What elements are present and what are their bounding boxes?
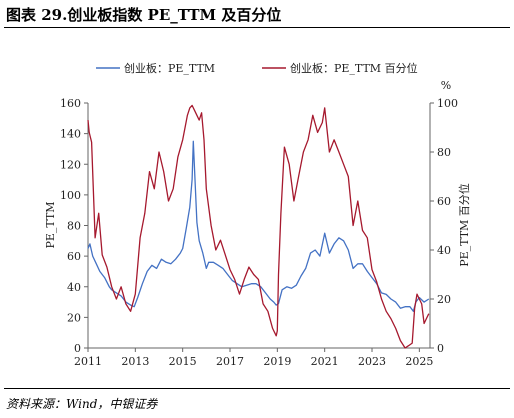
x-tick-label: 2019: [263, 355, 291, 368]
y-left-tick-label: 40: [67, 281, 81, 294]
y-left-tick-label: 160: [60, 97, 81, 110]
source-note: 资料来源：Wind，中银证券: [6, 397, 158, 411]
y-left-tick-label: 80: [67, 220, 81, 233]
y-axis-left-label: PE_TTM: [44, 201, 57, 248]
legend-label-pe: 创业板：PE_TTM: [124, 61, 215, 75]
figure-title: 图表 29.创业板指数 PE_TTM 及百分位: [6, 6, 282, 24]
y-right-tick-label: 0: [437, 342, 444, 355]
x-tick-label: 2015: [169, 355, 197, 368]
y-right-tick-label: 100: [437, 97, 458, 110]
x-tick-label: 2021: [311, 355, 339, 368]
y-right-tick-label: 80: [437, 146, 451, 159]
y-left-tick-label: 140: [60, 128, 81, 141]
legend: 创业板：PE_TTM 创业板：PE_TTM 百分位: [96, 61, 418, 75]
x-tick-label: 2023: [358, 355, 386, 368]
y-left-tick-label: 120: [60, 158, 81, 171]
x-tick-label: 2017: [216, 355, 244, 368]
series-lines: [87, 104, 430, 349]
source-rule: [4, 388, 510, 389]
x-tick-label: 2025: [405, 355, 433, 368]
y-left-tick-label: 60: [67, 250, 81, 263]
x-tick-label: 2013: [121, 355, 149, 368]
series-line-percentile: [87, 104, 430, 349]
series-line-pe: [87, 140, 430, 312]
y-left-tick-label: 20: [67, 311, 81, 324]
y-right-tick-label: 40: [437, 244, 451, 257]
y-left-tick-label: 0: [74, 342, 81, 355]
x-tick-label: 2011: [74, 355, 102, 368]
x-axis-ticks: 2011 2013 2015 2017 2019 2021 2023 2025: [74, 348, 433, 368]
axes: [87, 103, 431, 349]
y-axis-right-label: PE_TTM 百分位: [457, 183, 471, 267]
y-left-tick-label: 100: [60, 189, 81, 202]
y-axis-right-ticks: 0 20 40 60 80 100: [430, 97, 458, 355]
y-right-tick-label: 60: [437, 195, 451, 208]
title-rule: [4, 27, 510, 28]
y-axis-right-unit: %: [441, 79, 451, 92]
y-right-tick-label: 20: [437, 293, 451, 306]
y-axis-left-ticks: 0 20 40 60 80 100 120 140 160: [60, 97, 88, 355]
legend-label-percentile: 创业板：PE_TTM 百分位: [290, 61, 418, 75]
